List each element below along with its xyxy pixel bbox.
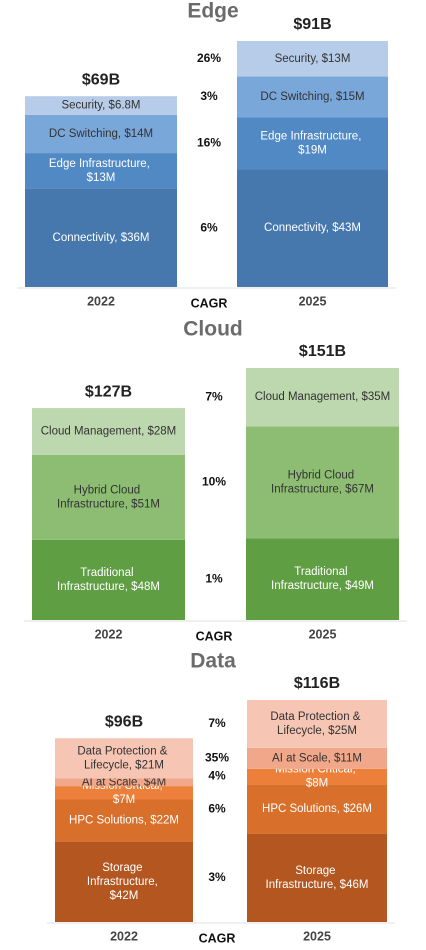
- segment-label: Storage Infrastructure, $46M: [266, 865, 369, 891]
- bar-segment: [32, 408, 185, 455]
- bar-total: $96B: [105, 713, 143, 730]
- bar-segment: [246, 368, 399, 427]
- segment-label: Data Protection & Lifecycle, $21M: [77, 745, 170, 771]
- segment-label: Cloud Management, $35M: [255, 391, 391, 403]
- segment-label: AI at Scale, $11M: [272, 752, 362, 764]
- x-tick-label: 2022: [95, 627, 123, 641]
- bar-segment: [246, 426, 399, 539]
- bar-segment: [25, 153, 177, 189]
- bar-segment: [247, 768, 387, 785]
- bar-segment: [55, 799, 193, 842]
- cagr-label: 3%: [208, 870, 226, 884]
- x-tick-label: 2022: [87, 294, 115, 308]
- bar-segment: [55, 786, 193, 800]
- bar-segment: [247, 747, 387, 769]
- segment-label: AI at Scale, $4M: [82, 776, 166, 788]
- bar-segment: [237, 41, 388, 77]
- segment-label: Security, $6.8M: [61, 100, 140, 112]
- chart-title: Cloud: [183, 318, 242, 341]
- cagr-label: 1%: [205, 571, 223, 585]
- bar-total: $127B: [85, 383, 132, 400]
- bar-segment: [247, 700, 387, 748]
- bar-total: $69B: [82, 71, 120, 88]
- segment-label: DC Switching, $14M: [49, 128, 153, 140]
- cagr-label: 4%: [208, 769, 226, 783]
- cagr-label: 16%: [197, 136, 221, 150]
- chart-title: Data: [190, 650, 236, 673]
- segment-label: Hybrid Cloud Infrastructure, $51M: [57, 484, 160, 510]
- bar-segment: [247, 833, 387, 922]
- segment-label: Cloud Management, $28M: [41, 425, 177, 437]
- x-tick-label: 2025: [309, 627, 337, 641]
- bar-total: $116B: [294, 675, 340, 692]
- segment-label: Connectivity, $36M: [53, 232, 150, 244]
- bar-segment: [237, 117, 388, 170]
- cagr-label: 6%: [200, 220, 218, 234]
- segment-label: Traditional Infrastructure, $49M: [271, 566, 374, 592]
- axis-label: CAGR: [191, 296, 228, 310]
- axis-label: CAGR: [199, 931, 236, 945]
- cagr-label: 6%: [208, 801, 226, 815]
- bar-segment: [32, 539, 185, 620]
- segment-label: Hybrid Cloud Infrastructure, $67M: [271, 469, 374, 495]
- bar-segment: [25, 96, 177, 115]
- bar-total: $91B: [293, 16, 331, 33]
- bar-segment: [55, 778, 193, 787]
- x-tick-label: 2025: [303, 929, 331, 943]
- segment-label: Edge Infrastructure, $13M: [49, 158, 153, 184]
- x-tick-label: 2025: [299, 294, 327, 308]
- segment-label: Connectivity, $43M: [264, 222, 361, 234]
- cagr-label: 35%: [205, 751, 229, 765]
- bar-segment: [25, 114, 177, 154]
- bar-segment: [25, 188, 177, 287]
- segment-label: Edge Infrastructure, $19M: [260, 131, 364, 157]
- bar-total: $151B: [299, 343, 346, 360]
- cagr-label: 10%: [202, 474, 226, 488]
- bar-segment: [32, 454, 185, 540]
- segment-label: HPC Solutions, $26M: [262, 803, 372, 815]
- segment-label: HPC Solutions, $22M: [69, 815, 179, 827]
- segment-label: Security, $13M: [275, 53, 351, 65]
- segment-label: Traditional Infrastructure, $48M: [57, 567, 160, 593]
- cagr-label: 7%: [205, 389, 223, 403]
- cagr-label: 3%: [200, 89, 218, 103]
- bar-segment: [55, 738, 193, 779]
- bar-segment: [246, 538, 399, 620]
- axis-label: CAGR: [196, 629, 233, 643]
- bar-segment: [237, 76, 388, 118]
- bar-segment: [55, 841, 193, 922]
- x-tick-label: 2022: [110, 929, 138, 943]
- segment-label: Data Protection & Lifecycle, $25M: [270, 711, 363, 737]
- chart-title: Edge: [187, 0, 238, 23]
- cagr-label: 26%: [197, 51, 221, 65]
- cagr-label: 7%: [208, 716, 226, 730]
- segment-label: DC Switching, $15M: [260, 91, 364, 103]
- segment-label: Storage Infrastructure, $42M: [87, 862, 161, 902]
- bar-segment: [237, 169, 388, 287]
- bar-segment: [247, 784, 387, 834]
